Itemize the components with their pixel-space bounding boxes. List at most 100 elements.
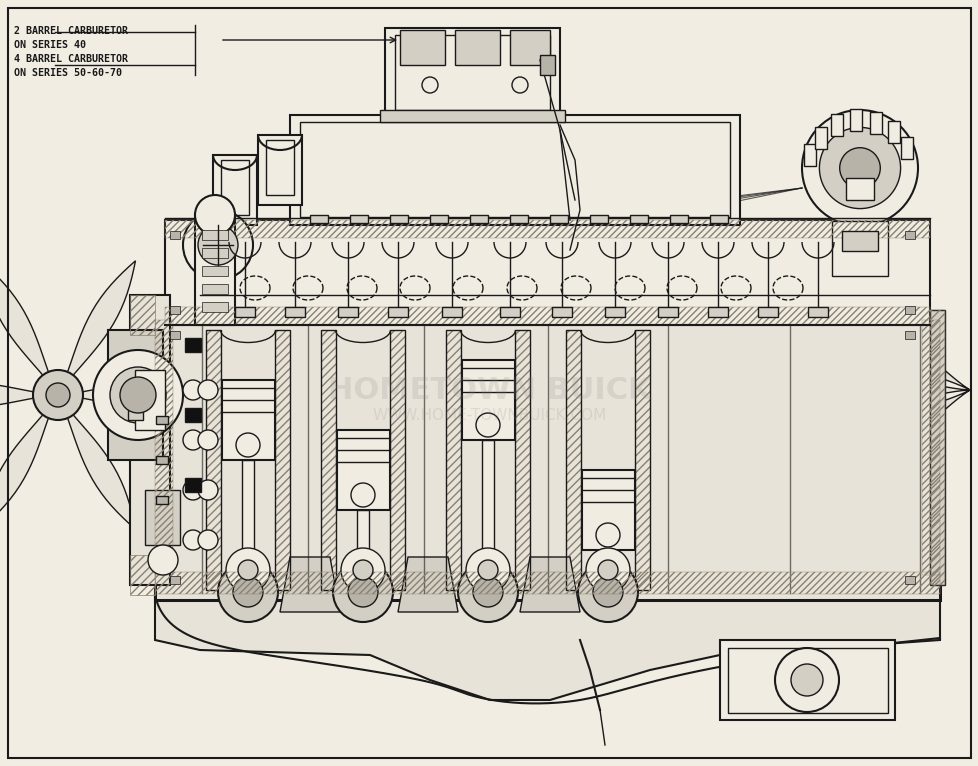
Bar — [601, 550, 613, 570]
Bar — [128, 380, 143, 420]
Bar — [590, 215, 607, 223]
Circle shape — [801, 110, 917, 226]
Circle shape — [347, 577, 378, 607]
Bar — [630, 215, 647, 223]
Bar — [514, 330, 529, 590]
Bar — [469, 215, 487, 223]
Bar — [156, 416, 168, 424]
Circle shape — [839, 148, 879, 188]
Circle shape — [233, 577, 263, 607]
Bar — [156, 456, 168, 464]
Bar — [242, 460, 253, 570]
Bar — [540, 55, 555, 75]
Bar — [807, 307, 827, 317]
Bar — [446, 330, 461, 590]
Bar — [299, 122, 730, 217]
Bar — [904, 306, 914, 314]
Circle shape — [598, 560, 617, 580]
Text: 2 BARREL CARBURETOR: 2 BARREL CARBURETOR — [14, 26, 128, 36]
Polygon shape — [0, 395, 58, 529]
Bar — [195, 215, 235, 325]
Circle shape — [596, 523, 619, 547]
Bar — [205, 330, 221, 590]
Bar — [869, 112, 881, 133]
Circle shape — [475, 413, 500, 437]
Bar — [170, 231, 180, 239]
Bar — [446, 330, 461, 590]
Bar — [135, 370, 165, 430]
Circle shape — [183, 530, 202, 550]
Bar — [185, 408, 200, 422]
Bar — [387, 307, 408, 317]
Bar — [728, 648, 887, 713]
Circle shape — [458, 562, 517, 622]
Circle shape — [790, 664, 822, 696]
Circle shape — [819, 127, 900, 208]
Polygon shape — [398, 557, 458, 612]
Bar — [462, 360, 514, 440]
Bar — [321, 330, 335, 590]
Bar — [719, 640, 894, 720]
Circle shape — [236, 433, 260, 457]
Text: HOMETOWN BUICK: HOMETOWN BUICK — [328, 375, 651, 404]
Bar — [635, 330, 649, 590]
Bar — [222, 380, 275, 460]
Bar — [170, 576, 180, 584]
Bar — [831, 221, 887, 276]
Bar — [155, 320, 939, 600]
Bar — [285, 307, 305, 317]
Bar — [389, 330, 405, 590]
Circle shape — [183, 210, 252, 280]
Text: 4 BARREL CARBURETOR: 4 BARREL CARBURETOR — [14, 54, 128, 64]
Bar — [929, 310, 944, 585]
Bar — [841, 231, 877, 251]
Circle shape — [148, 545, 178, 575]
Polygon shape — [155, 595, 939, 700]
Bar — [635, 330, 649, 590]
Circle shape — [93, 350, 183, 440]
Bar — [170, 331, 180, 339]
Bar — [481, 440, 494, 570]
Polygon shape — [58, 382, 213, 408]
Bar — [201, 230, 228, 240]
Bar — [757, 307, 778, 317]
Bar — [510, 30, 550, 65]
Bar — [514, 330, 529, 590]
Bar — [921, 320, 939, 575]
Bar — [289, 115, 739, 225]
Polygon shape — [280, 557, 339, 612]
Circle shape — [195, 195, 235, 235]
Bar — [904, 231, 914, 239]
Bar — [185, 478, 200, 492]
Circle shape — [466, 548, 510, 592]
Circle shape — [477, 560, 498, 580]
Circle shape — [340, 548, 384, 592]
Bar — [389, 215, 408, 223]
Circle shape — [198, 480, 218, 500]
Bar — [130, 555, 155, 595]
Bar — [165, 220, 929, 238]
Bar — [201, 302, 228, 312]
Bar — [165, 220, 929, 325]
Circle shape — [198, 380, 218, 400]
Polygon shape — [0, 260, 58, 395]
Bar — [321, 330, 335, 590]
Bar — [266, 140, 293, 195]
Bar — [400, 30, 445, 65]
Bar — [709, 215, 728, 223]
Bar — [213, 155, 257, 225]
Text: ON SERIES 40: ON SERIES 40 — [14, 40, 86, 50]
Polygon shape — [58, 395, 135, 529]
Circle shape — [775, 648, 838, 712]
Polygon shape — [824, 379, 969, 401]
Bar — [552, 307, 571, 317]
Bar — [235, 307, 254, 317]
Bar — [336, 430, 389, 510]
Circle shape — [183, 380, 202, 400]
Bar — [669, 215, 688, 223]
Polygon shape — [844, 390, 969, 463]
Text: WWW.HOME-TOWNBUICK.COM: WWW.HOME-TOWNBUICK.COM — [373, 408, 606, 423]
Bar — [357, 510, 369, 570]
Bar — [185, 338, 200, 352]
Bar — [814, 126, 825, 149]
